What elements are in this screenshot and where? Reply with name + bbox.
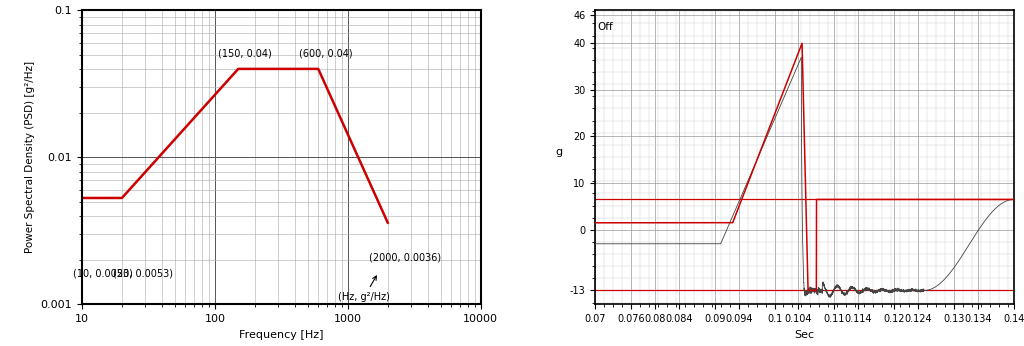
Y-axis label: Power Spectral Density (PSD) [g²/Hz]: Power Spectral Density (PSD) [g²/Hz] [25, 61, 35, 254]
Text: (600, 0.04): (600, 0.04) [299, 48, 352, 58]
Text: (150, 0.04): (150, 0.04) [218, 48, 271, 58]
Text: (2000, 0.0036): (2000, 0.0036) [370, 253, 441, 263]
X-axis label: Frequency [Hz]: Frequency [Hz] [239, 330, 324, 340]
Text: (Hz, g²/Hz): (Hz, g²/Hz) [338, 276, 390, 302]
Text: (10, 0.0053): (10, 0.0053) [73, 269, 132, 279]
Text: Off: Off [597, 22, 612, 32]
X-axis label: Sec: Sec [795, 330, 814, 340]
Text: (20, 0.0053): (20, 0.0053) [113, 269, 173, 279]
Y-axis label: g: g [555, 147, 562, 157]
